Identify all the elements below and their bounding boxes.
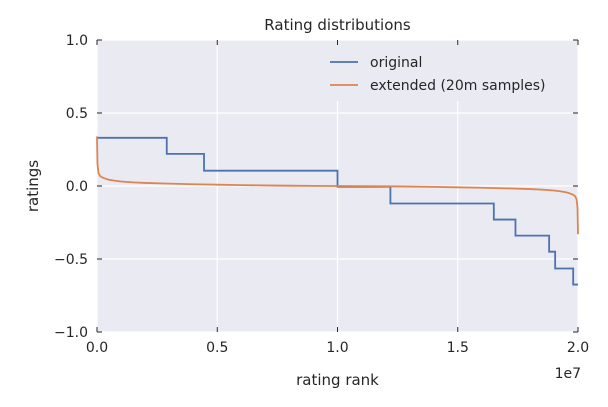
legend: original extended (20m samples) [320, 45, 573, 101]
x-tick-label: 1.0 [326, 340, 348, 356]
ticks: 0.0 0.5 1.0 1.5 2.0 −1.0 −0.5 0.0 0.5 1.0 [54, 33, 589, 356]
x-axis-offset-label: 1e7 [555, 366, 581, 382]
y-tick-label: 0.5 [66, 106, 88, 122]
series-line-extended [96, 136, 579, 235]
x-tick-label: 1.5 [447, 340, 469, 356]
y-tick-label: 0.0 [66, 179, 88, 195]
chart-title: Rating distributions [264, 16, 411, 34]
legend-box [320, 45, 573, 101]
y-tick-label: 1.0 [66, 33, 88, 49]
y-tick-label: −0.5 [54, 252, 88, 268]
x-axis-label: rating rank [296, 371, 379, 389]
y-axis-label: ratings [24, 160, 42, 212]
x-tick-label: 0.5 [206, 340, 228, 356]
y-tick-label: −1.0 [54, 325, 88, 341]
x-tick-label: 0.0 [86, 340, 108, 356]
x-tick-label: 2.0 [567, 340, 589, 356]
legend-entry: original [370, 55, 422, 71]
series-line-original [97, 136, 578, 286]
legend-entry: extended (20m samples) [370, 78, 546, 94]
series-lines [96, 136, 579, 286]
